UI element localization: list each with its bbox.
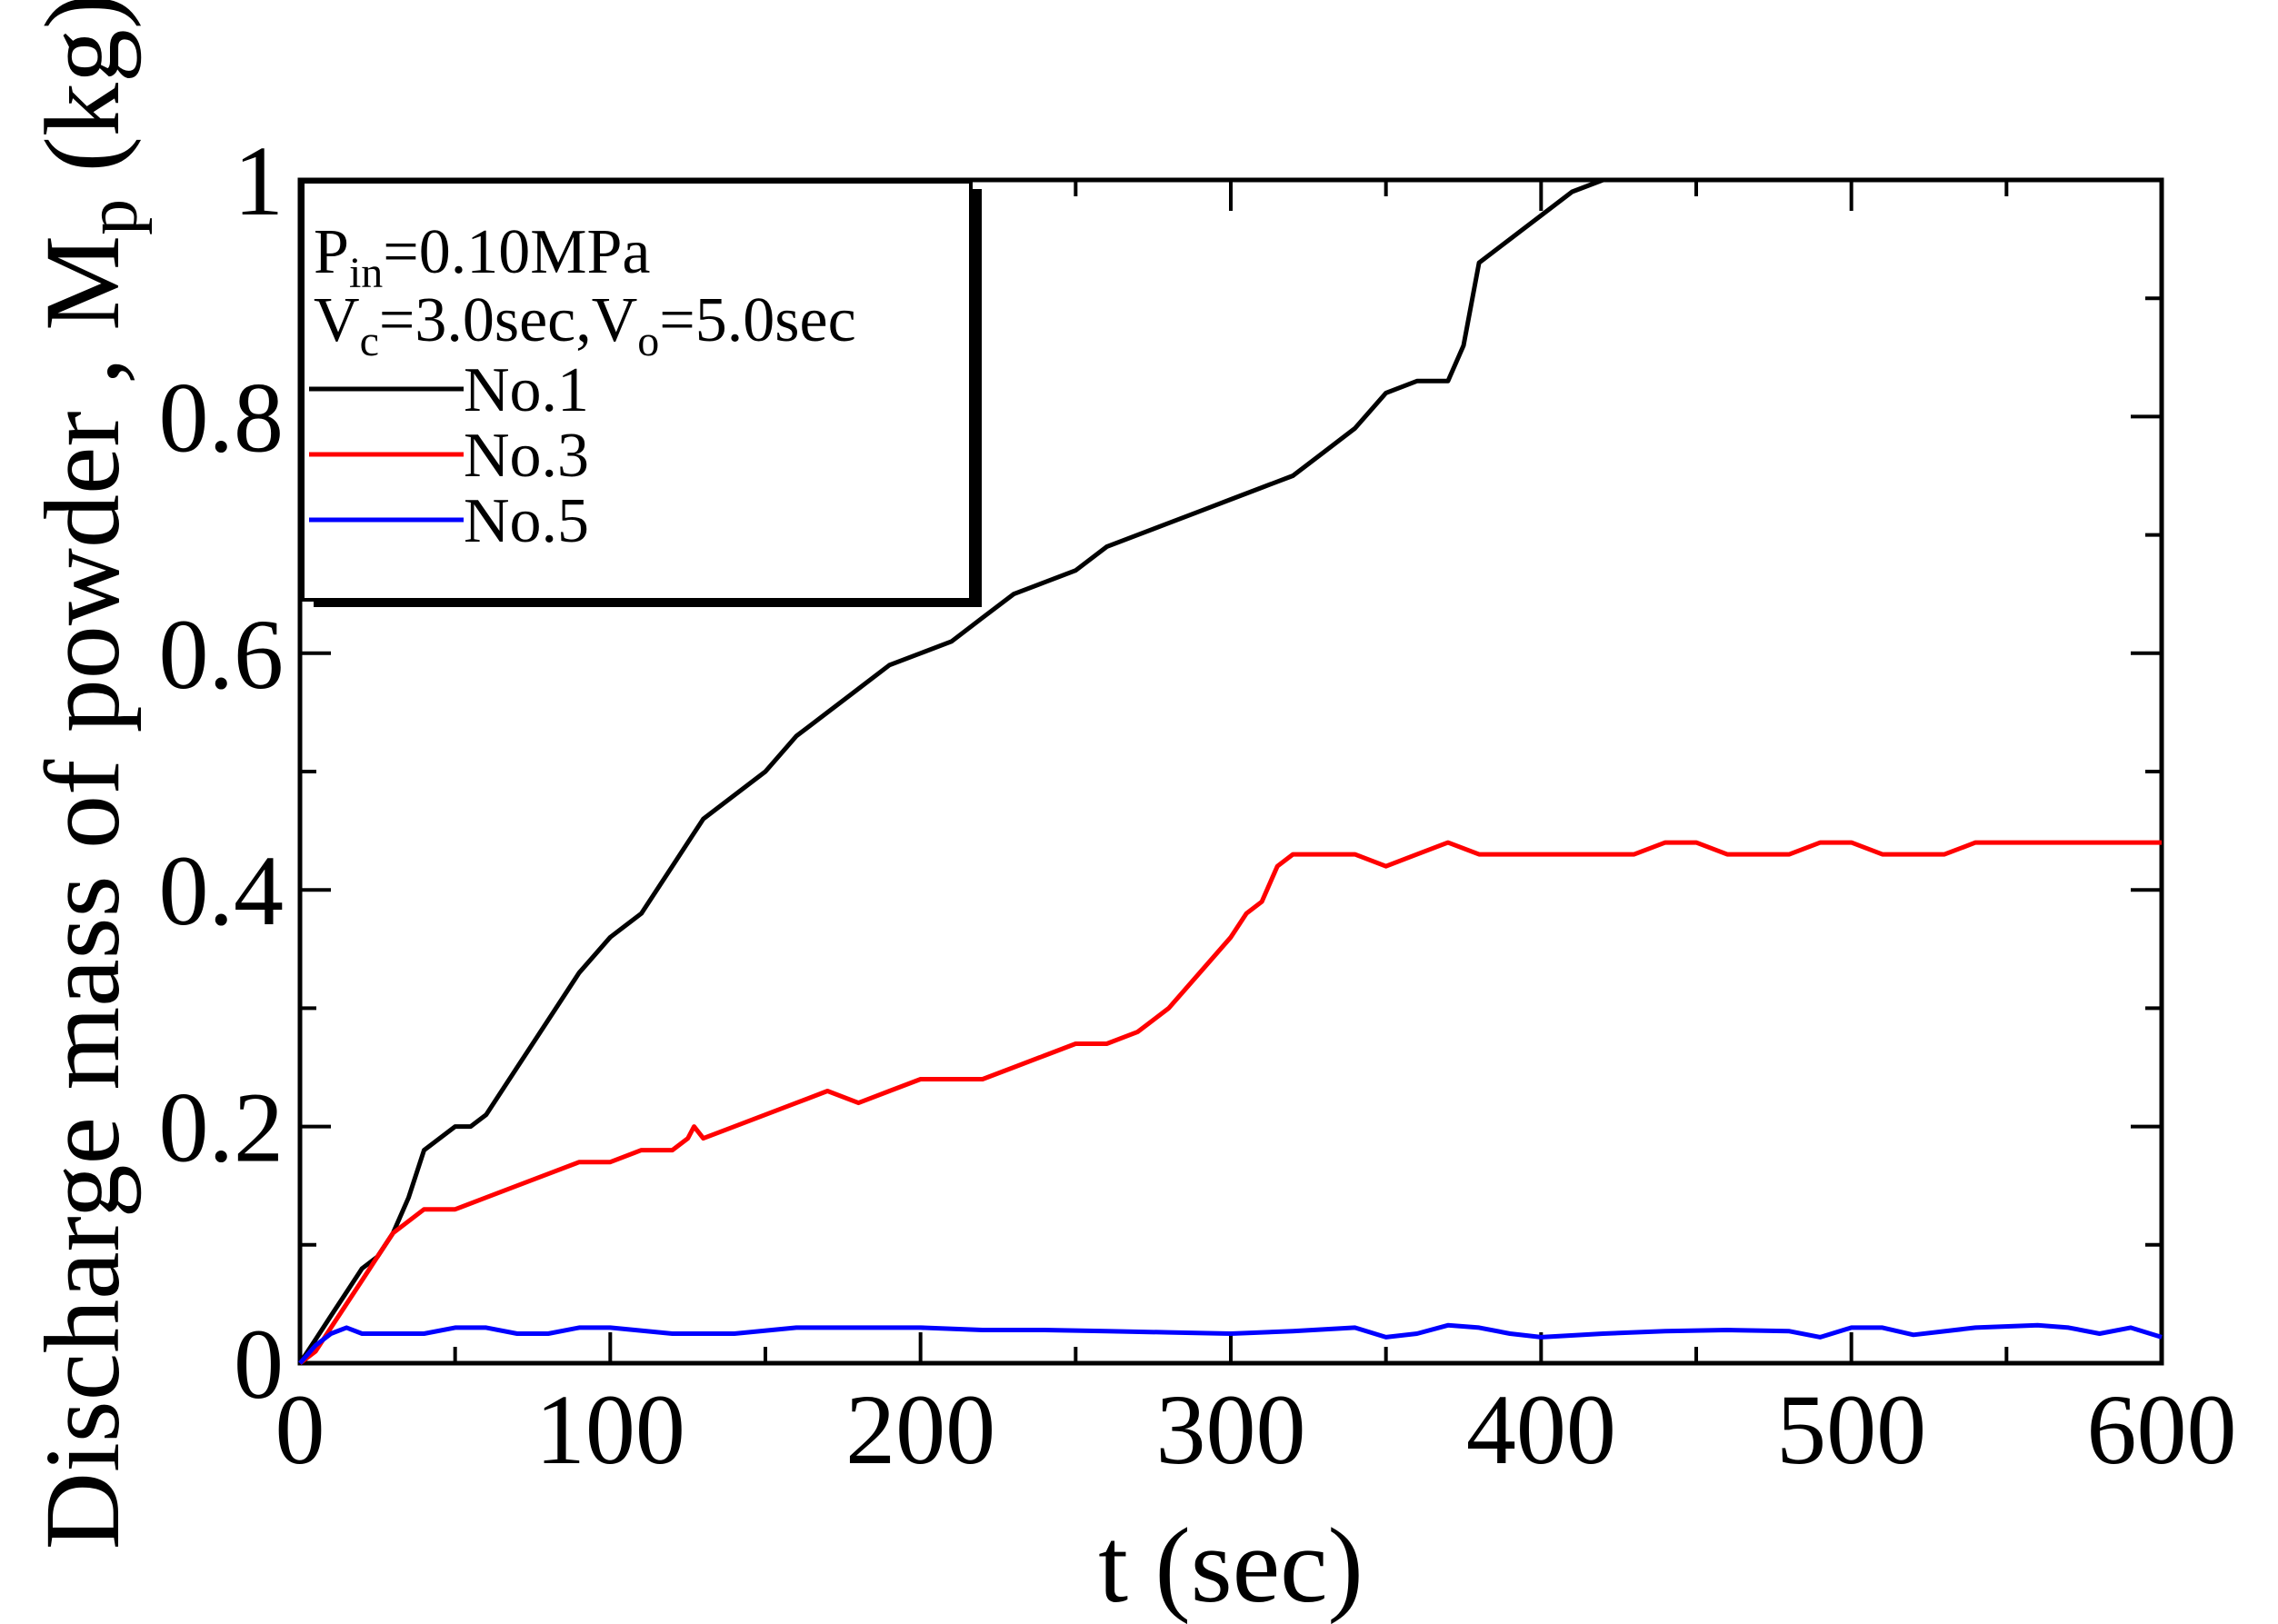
cond-vo: =3.0sec,V: [379, 285, 637, 355]
y-axis-title: Discharge mass of powder , Mp (kg): [23, 0, 153, 1549]
x-tick-label: 300: [1156, 1374, 1306, 1485]
series-line-no3: [298, 840, 2162, 1365]
x-tick-label: 600: [2087, 1374, 2237, 1485]
cond-vc-sub: c: [360, 317, 379, 365]
cond-vo-sub: o: [637, 317, 659, 365]
y-axis-title-main: Discharge mass of powder , M: [23, 235, 142, 1549]
series-layer: [297, 177, 2163, 1365]
x-axis-title: t (sec): [1098, 1506, 1364, 1624]
cond-vo-rest: =5.0sec: [659, 285, 855, 355]
cond-p-sub: in: [349, 249, 383, 297]
legend-label-no5: No.5: [464, 486, 589, 556]
y-tick-label: 0.6: [159, 599, 285, 710]
x-tick-label: 400: [1466, 1374, 1616, 1485]
legend-condition-pressure: Pin=0.10MPa: [314, 217, 651, 297]
cond-vc: V: [314, 285, 360, 355]
cond-p-rest: =0.10MPa: [383, 217, 650, 287]
series-line-no1: [297, 177, 1604, 1365]
legend-label-no1: No.1: [464, 355, 589, 425]
legend-label-no3: No.3: [464, 421, 589, 491]
y-tick-label: 1: [234, 125, 284, 236]
x-tick-label: 500: [1776, 1374, 1926, 1485]
x-tick-label: 200: [845, 1374, 995, 1485]
y-tick-label: 0.4: [159, 835, 285, 946]
cond-p: P: [314, 217, 349, 287]
x-tick-label: 100: [535, 1374, 685, 1485]
y-axis-title-sub: p: [73, 199, 153, 235]
y-tick-label: 0.8: [159, 362, 285, 473]
legend-condition-valve: Vc=3.0sec,Vo=5.0sec: [314, 285, 856, 365]
y-tick-label: 0.2: [159, 1072, 285, 1183]
x-tick-label: 0: [275, 1374, 325, 1485]
series-line-no5: [298, 1322, 2163, 1365]
y-tick-label: 0: [234, 1309, 284, 1420]
y-axis-title-unit: (kg): [23, 0, 142, 199]
tick-labels: 0 100 200 300 400 500 600 0 0.2 0.4 0.6 0.8 1: [159, 125, 2237, 1485]
